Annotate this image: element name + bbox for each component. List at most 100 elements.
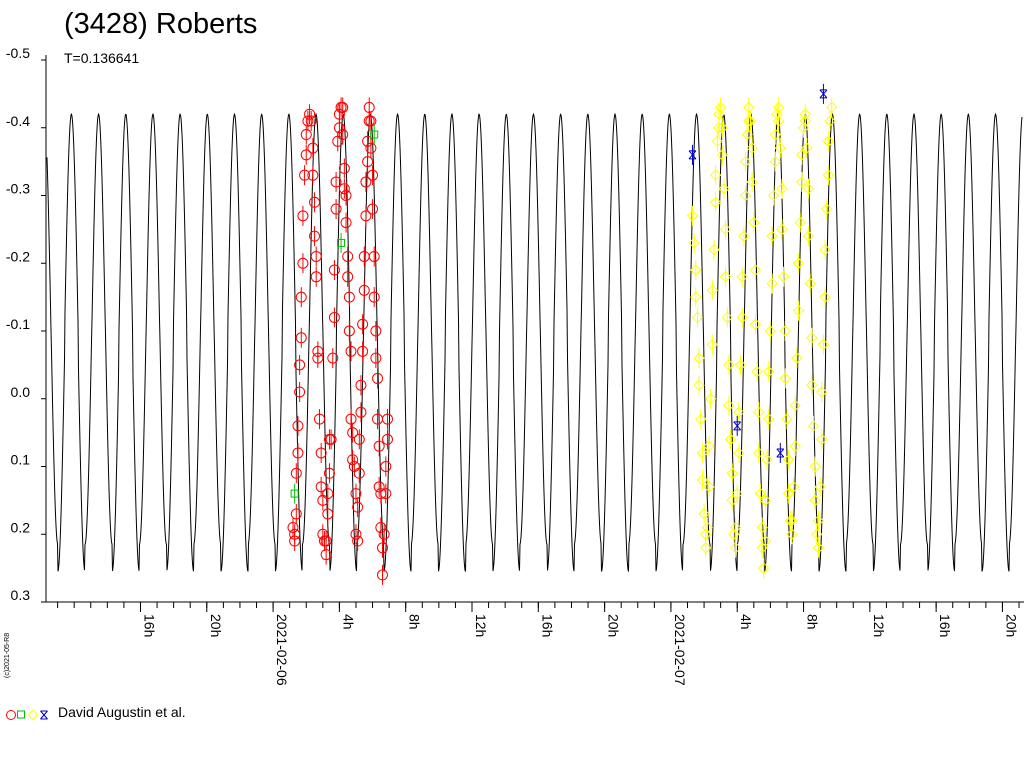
x-tick-label: 8h — [805, 614, 821, 630]
data-point-diamond — [749, 318, 762, 330]
data-point-circle — [367, 169, 379, 181]
data-point-circle — [367, 203, 379, 215]
data-point-circle — [363, 101, 375, 113]
data-point-diamond — [787, 481, 800, 493]
data-point-diamond — [701, 521, 714, 534]
data-point-diamond — [739, 155, 752, 168]
data-point-star — [819, 89, 828, 99]
x-tick-label: 16h — [539, 614, 555, 637]
data-point-diamond — [726, 467, 738, 479]
data-point-circle — [310, 271, 322, 283]
data-point-diamond — [817, 338, 830, 351]
data-point-circle — [325, 433, 337, 445]
data-point-circle — [305, 115, 317, 127]
data-point-diamond — [731, 487, 743, 500]
data-point-circle — [290, 508, 302, 520]
data-point-circle — [315, 447, 327, 459]
data-point-circle — [352, 535, 364, 547]
data-point-circle — [300, 149, 312, 161]
x-tick-label: 20h — [208, 614, 224, 637]
data-point-circle — [355, 379, 367, 391]
data-point-diamond — [729, 521, 742, 534]
observer-credit: David Augustin et al. — [58, 704, 186, 720]
data-point-diamond — [826, 101, 838, 114]
data-point-diamond — [797, 122, 810, 134]
data-point-circle — [317, 528, 329, 540]
data-point-circle — [365, 142, 377, 154]
data-point-diamond — [804, 277, 816, 290]
data-point-diamond — [816, 386, 828, 398]
data-point-diamond — [759, 535, 772, 547]
data-point-diamond — [754, 487, 767, 500]
data-point-circle — [322, 488, 334, 500]
data-point-diamond — [728, 528, 740, 540]
data-point-square — [290, 489, 299, 498]
y-axis: -0.5 -0.4 -0.3 -0.2 -0.1 0.0 0.1 0.2 0.3 — [6, 45, 47, 603]
data-point-diamond — [809, 494, 821, 507]
data-point-diamond — [822, 135, 835, 148]
data-point-circle — [360, 210, 372, 222]
data-point-diamond — [703, 481, 715, 493]
data-point-diamond — [771, 108, 783, 120]
y-tick-label: -0.3 — [6, 181, 30, 197]
data-point-diamond — [806, 332, 818, 344]
data-point-circle — [362, 156, 374, 168]
data-point-diamond — [746, 142, 758, 154]
x-tick-label: 12h — [473, 614, 489, 637]
x-tick-label: 2021-02-06 — [274, 614, 290, 686]
data-point-circle — [345, 345, 357, 357]
data-point-diamond — [779, 372, 792, 385]
data-point-diamond — [714, 101, 727, 114]
data-point-circle — [340, 190, 352, 201]
y-tick-label: -0.4 — [6, 113, 30, 129]
data-point-circle — [378, 528, 390, 540]
data-point-circle — [343, 325, 355, 337]
data-point-diamond — [763, 365, 775, 378]
data-point-diamond — [764, 325, 777, 337]
data-point-circle — [307, 169, 319, 181]
data-point-diamond — [708, 243, 720, 256]
data-point-diamond — [719, 271, 732, 283]
model-lightcurve — [46, 112, 1023, 572]
data-point-circle — [297, 257, 309, 269]
data-point-circle — [342, 250, 354, 262]
data-point-diamond — [709, 169, 722, 181]
data-point-diamond — [801, 142, 813, 154]
data-point-diamond — [816, 433, 828, 446]
data-point-diamond — [693, 379, 705, 391]
data-point-diamond — [819, 243, 831, 256]
data-point-diamond — [799, 115, 811, 127]
data-point-circle — [372, 372, 384, 384]
data-point-circle — [327, 352, 339, 364]
data-point-diamond — [807, 420, 820, 432]
data-point-circle — [287, 521, 299, 533]
data-point-diamond — [786, 514, 798, 527]
data-point-circle — [370, 352, 382, 364]
data-point-circle — [295, 332, 307, 344]
data-point-circle — [376, 542, 388, 554]
x-tick-label: 16h — [937, 614, 953, 637]
data-point-diamond — [802, 183, 815, 195]
data-point-diamond — [724, 433, 737, 446]
data-point-diamond — [729, 542, 742, 554]
legend-markers — [6, 709, 48, 721]
data-point-circle — [292, 447, 304, 459]
data-point-diamond — [744, 115, 757, 127]
data-point-diamond — [716, 149, 729, 161]
data-point-circle — [381, 413, 393, 425]
data-point-circle — [292, 420, 304, 432]
data-point-diamond — [772, 115, 785, 127]
data-point-circle — [330, 203, 342, 215]
legend-square-marker — [17, 710, 25, 719]
data-point-diamond — [769, 128, 782, 141]
data-point-circle — [352, 501, 364, 513]
data-point-circle — [320, 535, 332, 547]
data-point-diamond — [748, 216, 760, 229]
data-point-diamond — [743, 115, 755, 127]
data-point-diamond — [794, 216, 806, 229]
data-point-diamond — [738, 230, 750, 242]
data-point-diamond — [751, 365, 763, 378]
data-point-diamond — [812, 514, 825, 527]
data-point-diamond — [693, 352, 705, 364]
data-point-circle — [370, 325, 382, 337]
